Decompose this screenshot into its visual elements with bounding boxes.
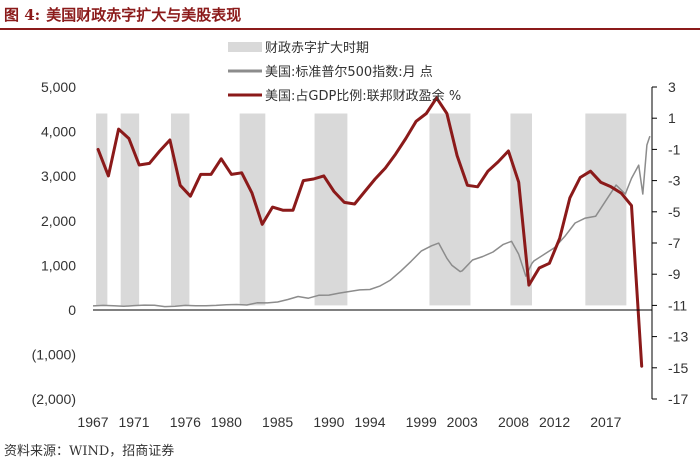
left-tick-label: 0: [68, 302, 76, 318]
x-tick-label: 1976: [170, 414, 201, 430]
x-tick-label: 2008: [498, 414, 529, 430]
left-tick-label: (2,000): [32, 391, 76, 407]
x-axis-ticks: 1967 1971 1976 1980 1985 1990 1994 1999 2003 2008…: [77, 414, 621, 430]
legend-swatch-band: [228, 42, 262, 52]
right-axis-ticks: 3 1 -1 -3 -5 -7 -9 -11 -13 -15 -17: [668, 79, 688, 407]
right-tick-label: 1: [668, 110, 676, 126]
left-tick-label: (1,000): [32, 347, 76, 363]
right-tick-label: -7: [668, 235, 681, 251]
x-tick-label: 1985: [262, 414, 293, 430]
right-tick-label: 3: [668, 79, 676, 95]
surplus-line: [96, 96, 644, 368]
x-tick-label: 1990: [313, 414, 344, 430]
sp500-line: [92, 135, 651, 308]
axes: [93, 86, 657, 400]
x-tick-label: 1999: [406, 414, 437, 430]
x-tick-label: 2017: [590, 414, 621, 430]
legend-label: 财政赤字扩大时期: [265, 41, 369, 56]
deficit-band-1: [120, 113, 140, 306]
left-tick-label: 3,000: [41, 168, 76, 184]
deficit-band-0: [96, 113, 108, 306]
x-tick-label: 1967: [77, 414, 108, 430]
right-tick-label: -13: [668, 329, 688, 345]
figure-number: 图 4:: [4, 6, 41, 24]
right-tick-label: -5: [668, 204, 681, 220]
deficit-band-7: [585, 113, 627, 306]
legend-label: 美国:占GDP比例:联邦财政盈余 %: [265, 88, 461, 104]
x-tick-label: 2012: [539, 414, 570, 430]
series-lines: [92, 96, 651, 368]
source-note: 资料来源：WIND，招商证券: [4, 444, 175, 459]
deficit-band-3: [239, 113, 266, 306]
left-tick-label: 5,000: [41, 79, 76, 95]
right-tick-label: -3: [668, 173, 681, 189]
legend-label: 美国:标准普尔500指数:月 点: [265, 65, 433, 80]
deficit-band-5: [429, 113, 471, 306]
deficit-band-2: [170, 113, 190, 306]
figure-title-text: 美国财政赤字扩大与美股表现: [46, 6, 242, 24]
x-tick-label: 1994: [354, 414, 385, 430]
x-tick-label: 1971: [118, 414, 149, 430]
deficit-bands: [96, 113, 627, 306]
figure-title: 图 4: 美国财政赤字扩大与美股表现: [0, 0, 700, 30]
left-tick-label: 4,000: [41, 124, 76, 140]
left-tick-label: 1,000: [41, 257, 76, 273]
x-tick-label: 2003: [447, 414, 478, 430]
right-tick-label: -1: [668, 141, 681, 157]
left-tick-label: 2,000: [41, 213, 76, 229]
right-tick-label: -11: [668, 297, 687, 313]
x-tick-label: 1980: [211, 414, 242, 430]
right-tick-label: -15: [668, 360, 688, 376]
deficit-band-4: [314, 113, 348, 306]
right-tick-label: -9: [668, 266, 681, 282]
right-tick-label: -17: [668, 391, 688, 407]
left-axis-ticks: 5,000 4,000 3,000 2,000 1,000 0 (1,000) (2,000): [32, 79, 77, 407]
